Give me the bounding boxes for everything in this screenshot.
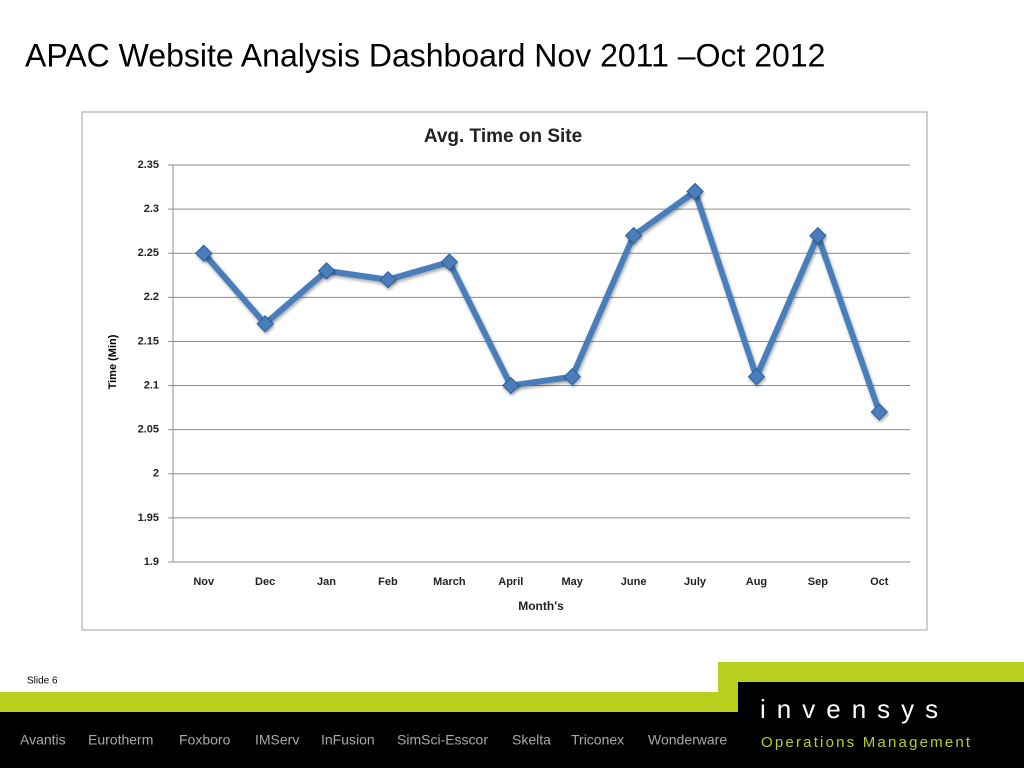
- y-tick-label: 2: [153, 468, 159, 480]
- data-marker: [809, 226, 827, 245]
- x-tick-label: May: [562, 576, 584, 588]
- y-tick-label: 2.05: [138, 424, 159, 436]
- data-marker: [747, 368, 766, 386]
- data-marker: [379, 270, 397, 289]
- x-tick-label: Dec: [255, 576, 275, 588]
- brand-name: Eurotherm: [88, 732, 153, 748]
- brand-name: Skelta: [512, 732, 551, 748]
- y-tick-label: 2.15: [138, 335, 159, 347]
- slide-title: APAC Website Analysis Dashboard Nov 2011…: [25, 37, 825, 73]
- data-marker: [195, 244, 213, 262]
- y-tick-label: 2.3: [144, 203, 159, 215]
- x-tick-label: Sep: [808, 576, 828, 588]
- brand-name: SimSci-Esscor: [397, 732, 488, 748]
- x-tick-label: Oct: [870, 576, 889, 588]
- x-tick-label: Feb: [378, 576, 398, 588]
- footer-band: [0, 682, 1024, 768]
- y-tick-label: 2.1: [144, 379, 159, 391]
- data-marker: [502, 376, 520, 395]
- data-marker: [563, 368, 581, 386]
- logo-tagline: Operations Management: [761, 734, 972, 751]
- y-tick-label: 1.95: [138, 512, 159, 524]
- y-tick-label: 2.2: [144, 291, 159, 303]
- brand-list: Avantis Eurotherm Foxboro IMServ InFusion Sim…: [20, 732, 727, 748]
- y-tick-label: 1.9: [144, 556, 159, 568]
- x-tick-label: April: [498, 576, 523, 588]
- x-tick-label: Aug: [746, 576, 767, 588]
- data-marker: [256, 315, 274, 333]
- x-tick-label: July: [684, 576, 707, 588]
- data-marker: [686, 182, 704, 201]
- y-tick-label: 2.35: [138, 159, 159, 171]
- plot-area: 1.9 1.95 2 2.05 2.1 2.15 2.2 2.25 2.3 2.35 Nov Dec J…: [138, 159, 910, 588]
- brand-name: InFusion: [321, 732, 375, 748]
- logo: invensys: [760, 694, 949, 724]
- brand-name: Foxboro: [179, 732, 231, 748]
- x-tick-label: Nov: [193, 576, 215, 588]
- brand-name: Wonderware: [648, 732, 727, 748]
- x-tick-label: June: [621, 576, 647, 588]
- data-line: [201, 188, 883, 414]
- data-marker: [870, 403, 888, 421]
- y-axis-label: Time (Min): [107, 334, 119, 389]
- chart-title: Avg. Time on Site: [424, 126, 582, 147]
- x-tick-label: Jan: [317, 576, 336, 588]
- brand-name: IMServ: [255, 732, 299, 748]
- brand-name: Triconex: [571, 732, 624, 748]
- y-tick-label: 2.25: [138, 247, 159, 259]
- x-axis-label: Month's: [518, 599, 564, 613]
- data-marker: [317, 262, 336, 280]
- x-tick-label: March: [433, 576, 466, 588]
- brand-name: Avantis: [20, 732, 66, 748]
- data-marker: [440, 253, 459, 271]
- data-marker: [624, 226, 643, 245]
- slide-number: Slide 6: [27, 676, 58, 687]
